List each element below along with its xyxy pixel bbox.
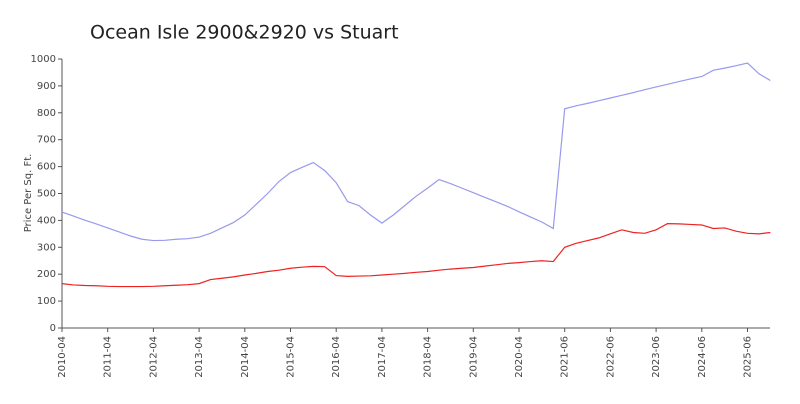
y-tick-label: 600 [37,162,56,173]
y-tick-label: 0 [50,323,56,334]
y-tick-label: 200 [37,269,56,280]
y-tick-label: 900 [37,81,56,92]
x-tick-label: 2012-04 [148,336,159,378]
x-tick-label: 2013-04 [194,336,205,378]
x-tick-label: 2014-04 [240,336,251,378]
x-tick-label: 2017-04 [377,336,388,378]
y-tick-label: 100 [37,296,56,307]
x-tick-label: 2025-06 [743,336,754,378]
series-line [61,223,771,288]
y-tick-label: 700 [37,135,56,146]
x-tick-label: 2010-04 [57,336,68,378]
y-tick-label: 300 [37,242,56,253]
x-tick-label: 2020-04 [514,336,525,378]
x-tick-label: 2015-04 [286,336,297,378]
y-tick-label: 400 [37,215,56,226]
y-axis-label: Price Per Sq. Ft. [23,154,34,233]
series-line [61,62,771,242]
x-tick-label: 2021-06 [560,336,571,378]
x-tick-label: 2024-06 [697,336,708,378]
y-tick-label: 800 [37,108,56,119]
y-tick-label: 1000 [31,54,56,65]
x-tick-label: 2022-06 [605,336,616,378]
y-tick-label: 500 [37,189,56,200]
x-tick-label: 2019-04 [468,336,479,378]
x-tick-label: 2016-04 [331,336,342,378]
x-tick-label: 2018-04 [423,336,434,378]
x-tick-label: 2023-06 [651,336,662,378]
chart-title: Ocean Isle 2900&2920 vs Stuart [90,22,399,44]
x-tick-label: 2011-04 [103,336,114,378]
